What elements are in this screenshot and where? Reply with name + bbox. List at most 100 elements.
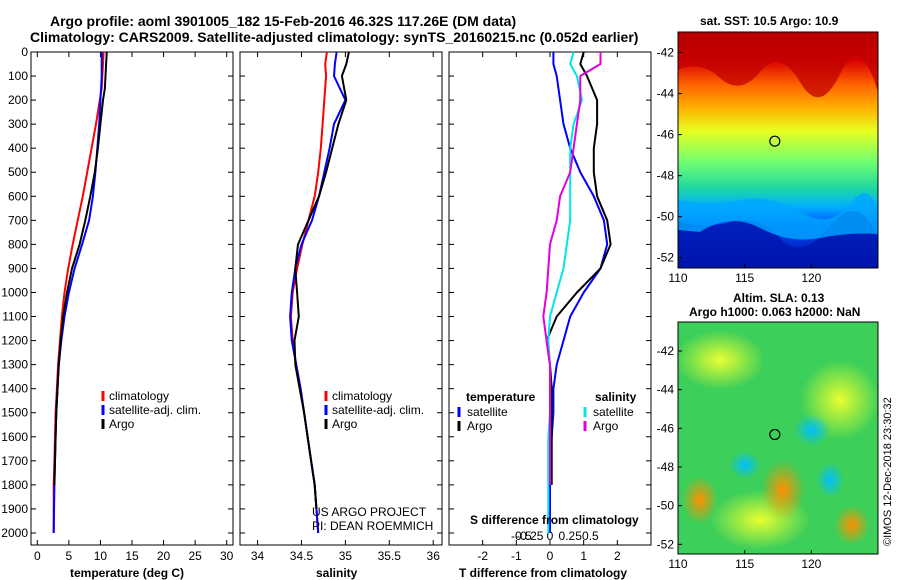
map-y-tick-label: -50: [657, 499, 675, 513]
y-tick-label: 0: [21, 45, 28, 59]
y-tick-label: 1300: [1, 358, 28, 372]
x-tick-label: 35: [339, 549, 353, 563]
map-x-tick-label: 110: [668, 557, 687, 571]
title-line2: Climatology: CARS2009. Satellite-adjuste…: [30, 29, 638, 45]
x2-tick-label: 0.25: [559, 529, 583, 543]
series-line-satellite-adj-clim-: [52, 52, 103, 534]
legend-label: climatology: [332, 389, 392, 403]
y-tick-label: 1000: [1, 285, 28, 299]
sst-map-title: sat. SST: 10.5 Argo: 10.9: [700, 14, 839, 28]
x2-tick-label: 0: [547, 529, 554, 543]
x-tick-label: 1: [580, 549, 587, 563]
map-y-tick-label: -50: [657, 210, 675, 224]
y-tick-label: 600: [8, 189, 28, 203]
legend-label: satellite: [467, 405, 508, 419]
panel-frame: [239, 51, 443, 546]
map-x-tick-label: 120: [801, 271, 821, 285]
temperature-panel: 0100200300400500600700800900100011001200…: [1, 45, 233, 563]
y-tick-label: 800: [8, 237, 28, 251]
map-y-tick-label: -42: [657, 344, 675, 358]
sla-warm-eddy-2: [834, 505, 870, 545]
x-tick-label: -1: [511, 549, 522, 563]
y-tick-label: 700: [8, 213, 28, 227]
map-x-tick-label: 110: [668, 271, 687, 285]
map-x-tick-label: 115: [735, 271, 754, 285]
sla-map-frame: [677, 321, 879, 555]
sla-profile-marker: [769, 428, 781, 441]
salinity-xlabel: salinity: [316, 566, 358, 580]
legend-label: satellite-adj. clim.: [109, 403, 201, 417]
x-tick-label: 35.5: [378, 549, 402, 563]
x2-tick-label: 0.5: [582, 529, 599, 543]
sst-map-axes: -42 -44 -46 -48 -50 -52 110 115 120: [657, 46, 822, 285]
x-tick-label: 30: [220, 549, 234, 563]
y-tick-label: 1200: [1, 334, 28, 348]
sla-cold-eddy-3: [816, 462, 844, 498]
x2-tick-label: -0.25: [516, 529, 544, 543]
sla-yellow-patch-1: [678, 330, 765, 390]
y-tick-label: 200: [8, 93, 28, 107]
x-tick-label: 15: [125, 549, 139, 563]
x-tick-label: 36: [427, 549, 441, 563]
map-y-tick-label: -44: [657, 383, 675, 397]
legend-label: climatology: [109, 389, 169, 403]
map-y-tick-label: -46: [657, 421, 675, 435]
map-x-tick-label: 115: [735, 557, 754, 571]
sla-map-title2: Argo h1000: 0.063 h2000: NaN: [689, 305, 860, 319]
y-tick-label: 1600: [1, 430, 28, 444]
map-y-tick-label: -52: [657, 251, 675, 265]
sst-profile-marker: [769, 135, 781, 147]
map-x-tick-label: 120: [801, 557, 821, 571]
title-line1: Argo profile: aoml 3901005_182 15-Feb-20…: [50, 13, 516, 29]
map-y-tick-label: -42: [657, 46, 675, 60]
series-line-t-argo: [545, 51, 612, 485]
y-tick-label: 1500: [1, 406, 28, 420]
map-y-tick-label: -44: [657, 87, 675, 101]
legend-label: Argo: [109, 417, 135, 431]
series-line-climatology: [52, 51, 105, 533]
sst-map-frame: [677, 31, 879, 269]
map-y-tick-label: -46: [657, 128, 675, 142]
series-line-satellite-adj-clim-: [289, 51, 347, 534]
s-difference-xlabel: S difference from climatology: [470, 513, 639, 527]
map-y-tick-label: -48: [657, 169, 675, 183]
y-tick-label: 900: [8, 261, 28, 275]
sst-front-cold: [678, 210, 878, 268]
x-tick-label: 34: [251, 549, 265, 563]
x-tick-label: 25: [188, 549, 202, 563]
y-tick-label: 2000: [1, 526, 28, 540]
legend-label: Argo: [467, 419, 493, 433]
panel-frame: [30, 51, 234, 546]
salinity-panel: 34 34.5 35 35.5 36 climatologysatellite-adj. …: [239, 51, 443, 563]
temperature-xlabel: temperature (deg C): [70, 566, 184, 580]
sst-map: sat. SST: 10.5 Argo: 10.9 -42 -44 -46 -48 -5…: [657, 14, 879, 285]
difference-panel: -2 -1 0 1 2-0.5-0.25 0 0.25 0.5satelliteArgosat…: [448, 51, 652, 563]
series-line-t-satellite: [549, 52, 609, 533]
sla-map-title1: Altim. SLA: 0.13: [733, 291, 825, 305]
sst-front-warm: [678, 32, 878, 98]
sla-warm-eddy-3: [682, 476, 718, 524]
y-tick-label: 1400: [1, 382, 28, 396]
x-tick-label: 5: [66, 549, 73, 563]
x-tick-label: 10: [94, 549, 108, 563]
y-tick-label: 100: [8, 69, 28, 83]
legend-temperature-title: temperature: [466, 390, 536, 404]
t-difference-xlabel: T difference from climatology: [459, 566, 627, 580]
x-tick-label: 0: [34, 549, 41, 563]
sla-cold-eddy: [794, 414, 830, 446]
credit-text: ©IMOS 12-Dec-2018 23:30:32: [882, 397, 894, 546]
y-tick-label: 1100: [2, 310, 28, 324]
sla-cold-eddy-2: [729, 451, 761, 479]
x-tick-label: -2: [477, 549, 488, 563]
legend-salinity-title: salinity: [595, 390, 637, 404]
x2-tick-label: -0.5: [511, 529, 532, 543]
legend-label: Argo: [332, 417, 358, 431]
x-tick-label: 2: [614, 549, 621, 563]
x-tick-label: 0: [547, 549, 554, 563]
y-tick-label: 1800: [1, 478, 28, 492]
series-line-s-argo: [542, 52, 602, 485]
x-tick-label: 34.5: [290, 549, 314, 563]
sla-map-axes: -42 -44 -46 -48 -50 -52 110 115 120: [657, 344, 822, 571]
y-tick-label: 400: [8, 141, 28, 155]
legend-label: Argo: [593, 419, 619, 433]
